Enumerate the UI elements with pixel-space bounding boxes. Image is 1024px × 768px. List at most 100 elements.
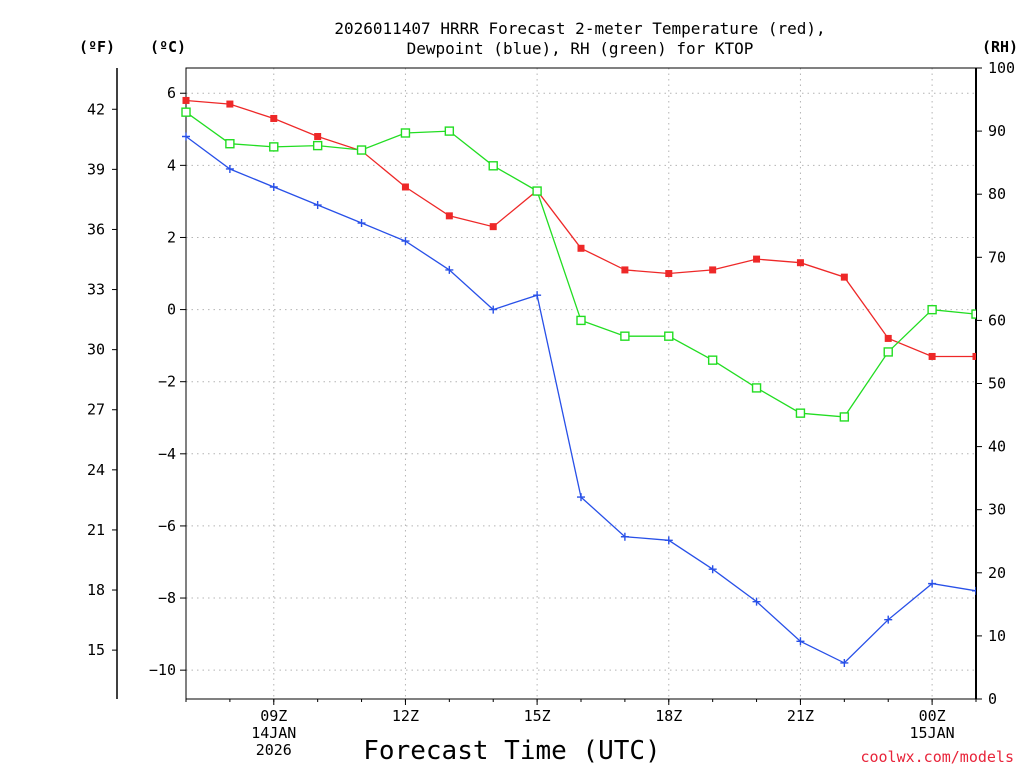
dewpoint-point	[796, 637, 805, 646]
rh-point	[971, 309, 976, 319]
rh-point	[356, 145, 367, 155]
x-tick-label: 15Z	[524, 707, 551, 725]
dewpoint-point	[884, 615, 893, 624]
x-tick-label: 18Z	[655, 707, 682, 725]
rh-point	[664, 331, 674, 341]
fahrenheit-tick-label: 27	[87, 401, 105, 419]
rh-tick-label: 60	[988, 311, 1006, 329]
rh-tick-label: 50	[988, 375, 1006, 393]
dewpoint-point	[182, 132, 190, 141]
temperature-point	[226, 100, 234, 108]
rh-unit-label: (RH)	[982, 38, 1018, 56]
fahrenheit-tick-label: 39	[87, 160, 105, 178]
celsius-tick-label: −8	[158, 589, 176, 607]
dewpoint-point	[401, 237, 410, 246]
temperature-point	[709, 266, 717, 274]
celsius-tick-label: −4	[158, 445, 176, 463]
rh-point	[927, 304, 937, 315]
dewpoint-point	[313, 201, 322, 210]
x-axis-label: Forecast Time (UTC)	[363, 736, 660, 766]
rh-point	[400, 128, 411, 138]
rh-tick-label: 80	[988, 185, 1006, 203]
fahrenheit-unit-label: (ºF)	[79, 38, 115, 56]
fahrenheit-tick-label: 42	[87, 100, 105, 118]
rh-point	[707, 355, 718, 365]
rh-point	[751, 383, 762, 393]
dewpoint-point	[664, 536, 673, 545]
rh-point	[576, 315, 586, 326]
rh-point	[795, 408, 806, 418]
dewpoint-point	[225, 164, 234, 173]
dewpoint-point	[533, 291, 542, 300]
dewpoint-point	[840, 658, 849, 667]
rh-point	[839, 412, 850, 422]
fahrenheit-tick-label: 33	[87, 281, 105, 299]
temperature-point	[489, 223, 497, 231]
dewpoint-point	[577, 493, 585, 502]
celsius-tick-label: −6	[158, 517, 176, 535]
temperature-point	[665, 270, 673, 278]
rh-tick-label: 100	[988, 59, 1015, 77]
fahrenheit-tick-label: 18	[87, 581, 105, 599]
x-tick-label: 09Z	[260, 707, 287, 725]
rh-point	[620, 331, 630, 341]
temperature-point	[182, 96, 190, 104]
x-tick-label: 21Z	[787, 707, 814, 725]
rh-point	[444, 126, 455, 136]
fahrenheit-tick-label: 24	[87, 461, 105, 479]
x-tick-label: 2026	[256, 741, 292, 759]
dewpoint-point	[752, 597, 761, 606]
fahrenheit-tick-label: 21	[87, 521, 105, 539]
temperature-point	[840, 273, 848, 281]
temperature-point	[401, 183, 409, 191]
x-tick-label: 15JAN	[910, 724, 955, 742]
rh-tick-label: 30	[988, 501, 1006, 519]
fahrenheit-tick-label: 15	[87, 641, 105, 659]
rh-tick-label: 40	[988, 438, 1006, 456]
temperature-point	[928, 352, 936, 360]
temperature-point	[796, 259, 804, 267]
x-tick-label: 14JAN	[251, 724, 296, 742]
dewpoint-point	[620, 532, 629, 541]
celsius-tick-label: 4	[167, 156, 176, 174]
grid-lines	[186, 68, 976, 699]
rh-point	[269, 142, 279, 152]
temperature-point	[314, 133, 322, 141]
rh-point	[532, 186, 542, 196]
celsius-tick-label: 6	[167, 84, 176, 102]
temperature-point	[621, 266, 629, 274]
temperature-point	[445, 212, 453, 220]
dewpoint-point	[708, 565, 717, 574]
rh-point	[181, 107, 191, 117]
dewpoint-point	[445, 265, 454, 274]
celsius-tick-label: 0	[167, 301, 176, 319]
celsius-tick-label: 2	[167, 228, 176, 246]
rh-point	[225, 139, 235, 149]
rh-point	[488, 161, 498, 171]
rh-tick-label: 70	[988, 248, 1006, 266]
dewpoint-point	[357, 219, 366, 228]
dewpoint-point	[928, 579, 937, 588]
dewpoint-point	[269, 182, 278, 191]
series-group	[181, 96, 976, 667]
chart-title-line-2: Dewpoint (blue), RH (green) for KTOP	[407, 39, 754, 58]
rh-tick-label: 20	[988, 564, 1006, 582]
fahrenheit-tick-label: 36	[87, 220, 105, 238]
temperature-point	[753, 255, 761, 263]
temperature-point	[270, 114, 278, 122]
dewpoint-point	[489, 305, 498, 314]
temperature-point	[972, 352, 976, 360]
fahrenheit-tick-label: 30	[87, 341, 105, 359]
credit-label: coolwx.com/models	[860, 748, 1014, 766]
x-tick-label: 12Z	[392, 707, 419, 725]
rh-point	[312, 140, 323, 151]
rh-point	[883, 347, 893, 357]
celsius-tick-label: −10	[149, 661, 176, 679]
rh-tick-label: 0	[988, 690, 997, 708]
celsius-tick-label: −2	[158, 373, 176, 391]
x-tick-label: 00Z	[919, 707, 946, 725]
temperature-point	[884, 334, 892, 342]
celsius-unit-label: (ºC)	[150, 38, 186, 56]
dewpoint-point	[972, 586, 976, 595]
